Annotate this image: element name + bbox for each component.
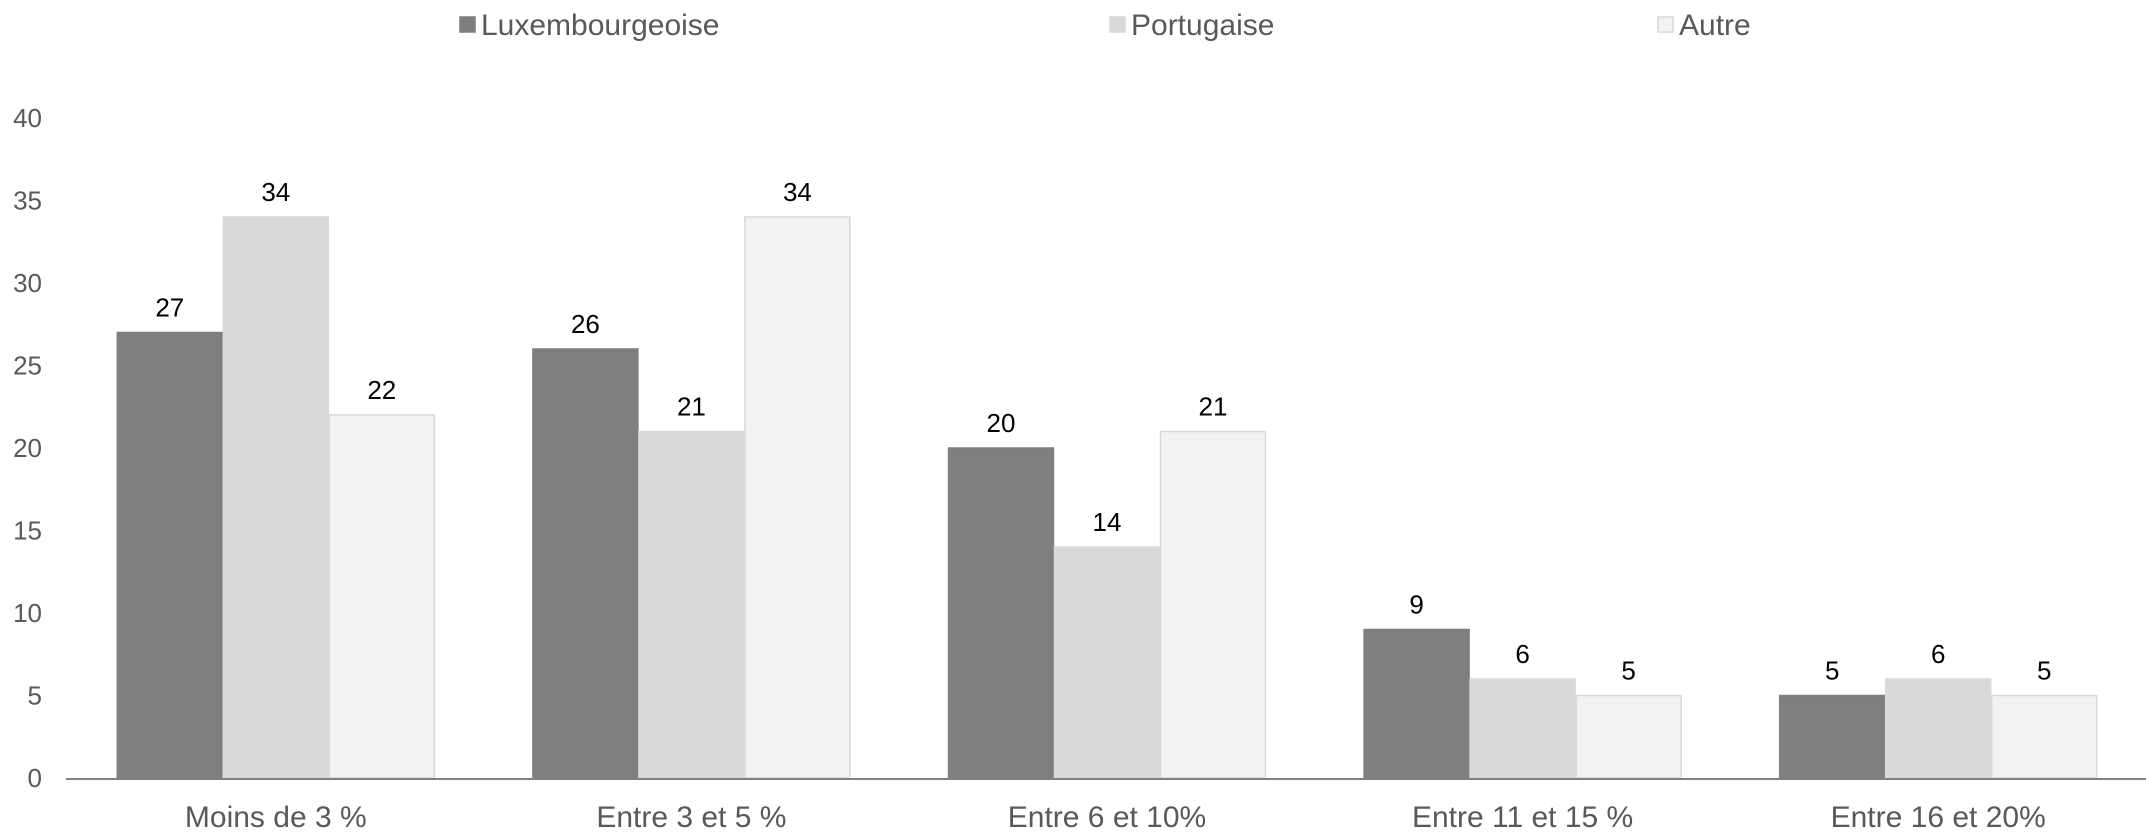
legend: Luxembourgeoise Portugaise Autre [459, 9, 1751, 42]
data-label: 6 [1515, 639, 1529, 669]
bar-luxembourgeoise-1 [532, 348, 639, 779]
y-tick-label: 20 [13, 433, 42, 463]
y-axis: 0 5 10 15 20 25 30 35 40 [13, 103, 42, 793]
data-label: 21 [677, 392, 706, 422]
data-label: 34 [261, 177, 290, 207]
data-label: 5 [1825, 656, 1839, 686]
data-label: 20 [987, 408, 1016, 438]
bar-portugaise-3 [1469, 678, 1576, 779]
y-tick-label: 10 [13, 598, 42, 628]
legend-swatch-portugaise [1109, 16, 1126, 33]
y-tick-label: 30 [13, 268, 42, 298]
data-label: 5 [1621, 656, 1635, 686]
x-category-label: Entre 3 et 5 % [596, 801, 786, 830]
x-category-label: Entre 11 et 15 % [1412, 801, 1633, 830]
y-tick-label: 40 [13, 103, 42, 133]
bar-autre-2 [1159, 430, 1267, 779]
y-tick-label: 5 [28, 681, 42, 711]
x-category-label: Moins de 3 % [185, 801, 367, 830]
bar-autre-1 [744, 216, 851, 779]
bar-portugaise-2 [1053, 546, 1161, 779]
bar-luxembourgeoise-0 [116, 331, 224, 779]
bar-luxembourgeoise-3 [1363, 628, 1470, 779]
legend-label-luxembourgeoise: Luxembourgeoise [481, 9, 720, 42]
y-tick-label: 25 [13, 351, 42, 381]
bar-portugaise-0 [222, 216, 330, 779]
legend-swatch-autre [1657, 16, 1674, 33]
data-label: 6 [1931, 639, 1945, 669]
data-label: 5 [2037, 656, 2051, 686]
legend-swatch-luxembourgeoise [459, 16, 476, 33]
bars [116, 216, 2098, 779]
data-label: 9 [1409, 590, 1423, 620]
data-label: 22 [367, 375, 396, 405]
bar-autre-4 [1990, 694, 2098, 779]
data-labels: 27 34 22 26 21 34 20 14 21 9 6 5 5 6 5 [155, 177, 2051, 686]
bar-luxembourgeoise-2 [947, 447, 1055, 779]
data-label: 21 [1199, 392, 1228, 422]
bar-portugaise-1 [638, 430, 745, 779]
bar-autre-0 [328, 414, 436, 779]
legend-label-autre: Autre [1679, 9, 1751, 42]
x-category-label: Entre 6 et 10% [1008, 801, 1206, 830]
bar-luxembourgeoise-4 [1778, 694, 1886, 779]
data-label: 14 [1093, 507, 1122, 537]
data-label: 27 [155, 293, 184, 323]
data-label: 34 [783, 177, 812, 207]
y-tick-label: 35 [13, 186, 42, 216]
x-axis: Moins de 3 % Entre 3 et 5 % Entre 6 et 10%… [66, 778, 2146, 834]
bar-portugaise-4 [1884, 678, 1992, 779]
legend-label-portugaise: Portugaise [1131, 9, 1274, 42]
y-tick-label: 0 [28, 763, 42, 793]
bar-autre-3 [1575, 694, 1682, 779]
x-category-label: Entre 16 et 20% [1831, 801, 2046, 830]
data-label: 26 [571, 309, 600, 339]
y-tick-label: 15 [13, 516, 42, 546]
